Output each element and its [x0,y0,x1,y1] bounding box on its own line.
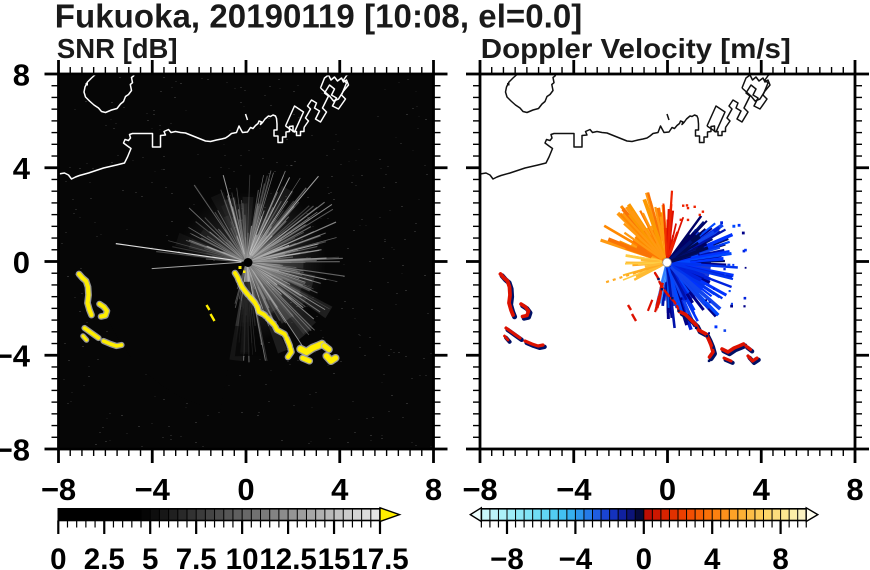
svg-text:−4: −4 [135,472,171,507]
svg-text:4: 4 [331,472,349,507]
svg-text:8: 8 [772,543,788,570]
svg-text:−4: −4 [0,339,31,374]
svg-text:7.5: 7.5 [176,543,217,570]
svg-text:5: 5 [142,543,158,570]
svg-text:2.5: 2.5 [84,543,125,570]
svg-text:Fukuoka, 20190119 [10:08, el=0: Fukuoka, 20190119 [10:08, el=0.0] [55,0,583,35]
svg-text:Doppler Velocity [m/s]: Doppler Velocity [m/s] [481,33,791,64]
svg-text:SNR [dB]: SNR [dB] [57,33,178,64]
svg-text:8: 8 [846,472,863,507]
svg-text:4: 4 [13,151,31,186]
svg-text:4: 4 [753,472,771,507]
svg-text:0: 0 [659,472,676,507]
svg-text:8: 8 [425,472,442,507]
svg-text:10: 10 [226,543,259,570]
svg-text:0: 0 [237,472,254,507]
svg-text:8: 8 [13,57,30,92]
svg-text:−4: −4 [556,472,592,507]
svg-text:0: 0 [636,543,652,570]
svg-text:−8: −8 [490,543,524,570]
svg-text:−8: −8 [41,472,76,507]
svg-text:−4: −4 [559,543,593,570]
svg-text:−8: −8 [0,432,30,467]
svg-text:15: 15 [318,543,351,570]
svg-text:0: 0 [50,543,66,570]
svg-text:−8: −8 [462,472,497,507]
svg-text:12.5: 12.5 [259,543,316,570]
svg-text:0: 0 [13,245,30,280]
svg-text:4: 4 [704,543,721,570]
svg-text:17.5: 17.5 [351,543,408,570]
